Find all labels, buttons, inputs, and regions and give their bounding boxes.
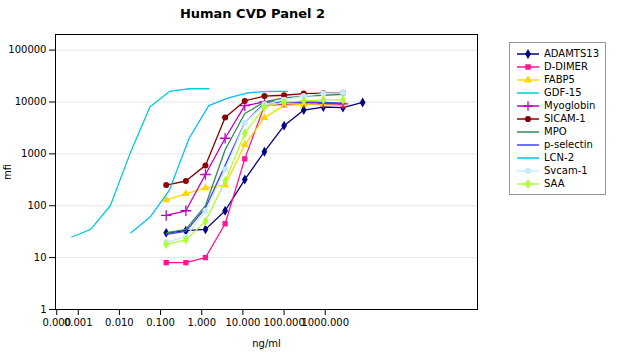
- svg-text:0.010: 0.010: [105, 317, 134, 328]
- svg-text:ng/ml: ng/ml: [252, 338, 281, 349]
- svg-text:1000.000: 1000.000: [301, 317, 349, 328]
- svg-text:0.000: 0.000: [42, 316, 72, 328]
- html-text:MPO: MPO: [544, 126, 567, 137]
- html-text:SAA: SAA: [544, 178, 565, 189]
- svg-text:10.000: 10.000: [225, 317, 260, 328]
- html-text:p-selectin: p-selectin: [544, 139, 593, 150]
- html-text:Human CVD Panel 2: Human CVD Panel 2: [179, 6, 326, 21]
- svg-text:1.000: 1.000: [187, 317, 216, 328]
- html-text:SICAM-1: SICAM-1: [544, 113, 586, 124]
- svg-text:0.001: 0.001: [64, 317, 93, 328]
- svg-text:10: 10: [34, 252, 47, 263]
- svg-text:100.000: 100.000: [263, 317, 304, 328]
- svg-text:100: 100: [27, 200, 46, 211]
- svg-text:0.100: 0.100: [146, 317, 175, 328]
- html-text:GDF-15: GDF-15: [544, 87, 582, 98]
- svg-text:1: 1: [40, 304, 46, 315]
- html-text:ADAMTS13: ADAMTS13: [544, 48, 599, 59]
- html-text:D-DIMER: D-DIMER: [544, 61, 588, 72]
- html-text:Myoglobin: Myoglobin: [544, 100, 596, 111]
- html-text:FABP5: FABP5: [544, 74, 575, 85]
- svg-text:100000: 100000: [8, 44, 46, 55]
- svg-text:mfi: mfi: [2, 164, 13, 180]
- svg-text:1000: 1000: [21, 148, 46, 159]
- html-text:Svcam-1: Svcam-1: [544, 165, 588, 176]
- html-text:LCN-2: LCN-2: [544, 152, 574, 163]
- svg-text:10000: 10000: [15, 96, 47, 107]
